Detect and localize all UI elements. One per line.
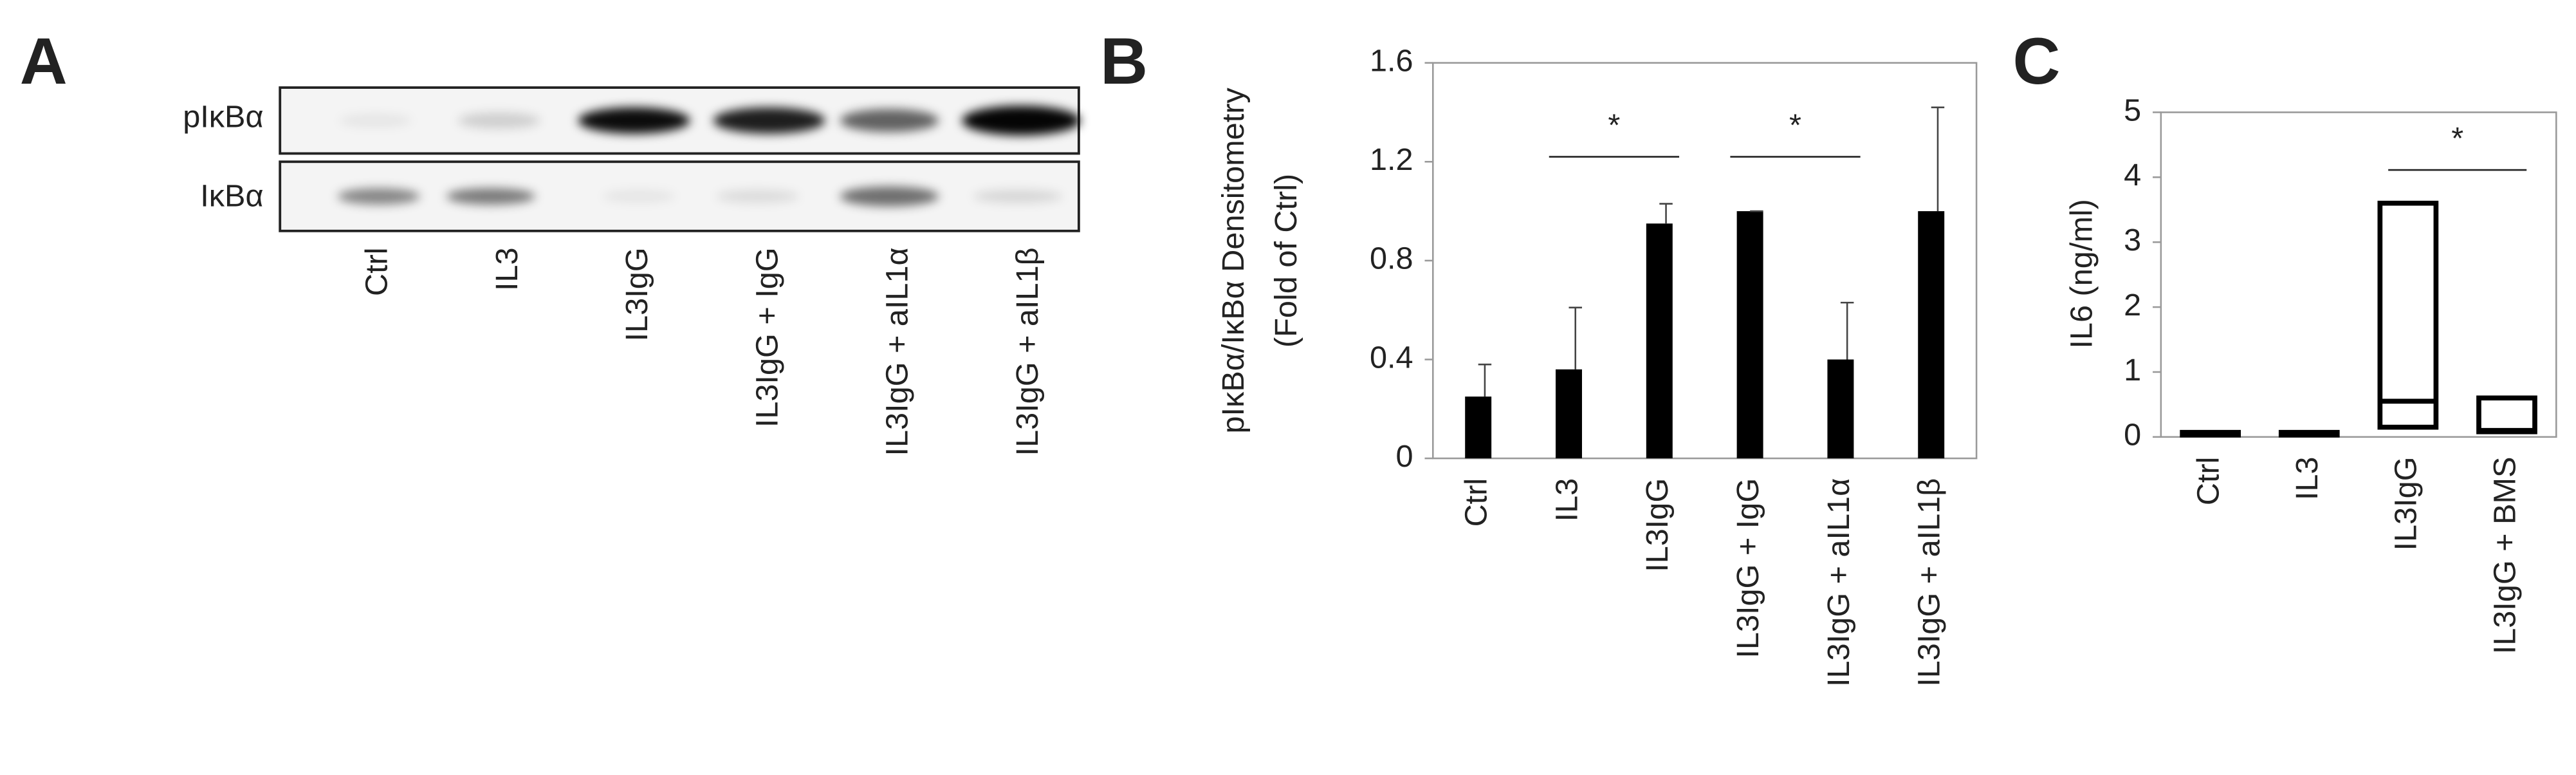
y-axis-label: pIκBα/IκBα Densitometry xyxy=(1216,88,1251,434)
x-tick-label: IL3IgG + IgG xyxy=(1731,478,1765,658)
x-tick-label: IL3 xyxy=(490,247,524,291)
y-tick-label: 5 xyxy=(2124,93,2141,127)
y-tick-label: 0.8 xyxy=(1370,241,1413,276)
panel-label: C xyxy=(2012,24,2060,98)
y-axis-label: IL6 (ng/ml) xyxy=(2064,199,2099,348)
bar xyxy=(1556,369,1582,459)
blot-bands xyxy=(337,106,1081,207)
plot-frame xyxy=(1432,62,1978,460)
bar xyxy=(1646,223,1673,459)
x-tick-label: IL3IgG xyxy=(620,247,654,341)
y-tick-label: 0.4 xyxy=(1370,340,1413,375)
x-tick-label: IL3IgG + aIL1β xyxy=(1912,478,1947,687)
annotation: * xyxy=(2451,121,2463,156)
panel-label: B xyxy=(1100,24,1148,98)
row-label: IκBα xyxy=(200,178,263,213)
y-tick-label: 0 xyxy=(2124,418,2141,453)
y-tick-label: 1.6 xyxy=(1370,44,1413,79)
annotation: * xyxy=(1608,107,1620,142)
x-tick-label: Ctrl xyxy=(2191,457,2226,506)
bar xyxy=(1736,211,1763,459)
x-tick-label: Ctrl xyxy=(1459,478,1494,527)
bar xyxy=(1918,211,1945,459)
x-tick-label: IL3IgG xyxy=(2389,457,2424,551)
y-tick-label: 4 xyxy=(2124,158,2141,192)
x-tick-label: IL3IgG + aIL1α xyxy=(880,247,915,456)
box xyxy=(2476,395,2537,434)
row-label: pIκBα xyxy=(183,100,263,135)
annotation: * xyxy=(1789,107,1801,142)
box xyxy=(2377,200,2439,430)
x-tick-label: IL3IgG + aIL1β xyxy=(1010,247,1045,456)
plot-frame xyxy=(2160,111,2557,438)
bar xyxy=(1465,397,1492,459)
panel-label: A xyxy=(20,24,68,98)
y-tick-label: 3 xyxy=(2124,223,2141,257)
x-tick-label: IL3IgG xyxy=(1640,478,1675,572)
y-tick-label: 1 xyxy=(2124,353,2141,388)
y-axis-label: (Fold of Ctrl) xyxy=(1269,174,1303,348)
y-tick-label: 0 xyxy=(1396,439,1413,474)
x-tick-label: IL3IgG + IgG xyxy=(750,247,784,427)
y-tick-label: 1.2 xyxy=(1370,142,1413,177)
x-tick-label: Ctrl xyxy=(360,247,394,296)
x-tick-label: IL3 xyxy=(2290,457,2324,501)
x-tick-label: IL3IgG + BMS xyxy=(2487,457,2522,655)
x-tick-label: IL3IgG + aIL1α xyxy=(1821,478,1856,687)
y-tick-label: 2 xyxy=(2124,288,2141,322)
x-tick-label: IL3 xyxy=(1549,478,1584,522)
bar xyxy=(1827,359,1854,459)
